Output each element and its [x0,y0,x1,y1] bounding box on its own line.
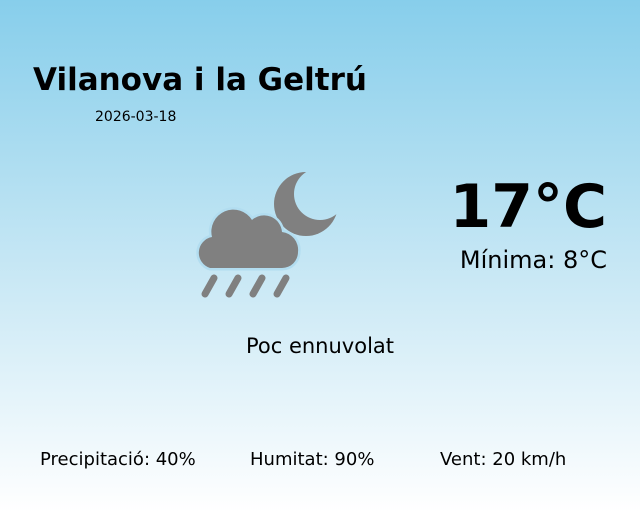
city-title: Vilanova i la Geltrú [33,62,367,98]
minimum-temperature: Mínima: 8°C [459,246,607,274]
rain-cloud-moon-icon [196,172,338,298]
weather-description: Poc ennuvolat [245,334,395,358]
current-temperature: 17°C [449,172,607,242]
humidity-stat: Humitat: 90% [250,449,375,470]
wind-stat: Vent: 20 km/h [440,449,567,470]
forecast-date: 2026-03-18 [95,109,177,125]
precipitation-stat: Precipitació: 40% [40,449,196,470]
